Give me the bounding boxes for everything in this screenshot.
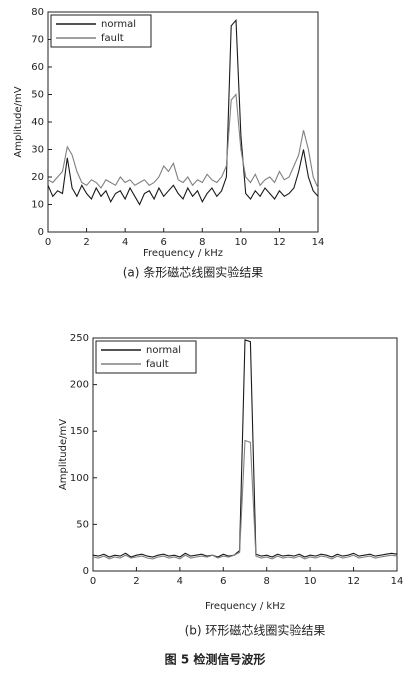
legend-label: fault xyxy=(146,359,169,370)
series-line xyxy=(92,339,398,558)
y-tick-label: 150 xyxy=(70,426,89,437)
x-tick-label: 12 xyxy=(347,576,360,587)
x-tick-label: 4 xyxy=(122,237,128,248)
legend-box xyxy=(95,340,197,374)
x-tick-label: 0 xyxy=(90,576,96,587)
y-tick-label: 30 xyxy=(31,145,44,156)
y-tick-label: 100 xyxy=(70,473,89,484)
x-tick-label: 6 xyxy=(220,576,226,587)
legend-label: normal xyxy=(146,345,181,356)
x-tick-label: 2 xyxy=(133,576,139,587)
x-tick-label: 10 xyxy=(234,237,247,248)
y-axis-label: Amplitude/mV xyxy=(13,86,24,157)
legend-label: fault xyxy=(101,33,124,44)
plot-frame xyxy=(92,337,398,572)
y-tick-label: 0 xyxy=(38,227,44,238)
x-tick-label: 6 xyxy=(161,237,167,248)
x-tick-label: 0 xyxy=(45,237,51,248)
y-tick-label: 50 xyxy=(31,90,44,101)
series-line xyxy=(92,439,398,560)
x-axis-label: Frequency / kHz xyxy=(143,248,223,259)
y-tick-label: 40 xyxy=(31,117,44,128)
x-tick-label: 8 xyxy=(264,576,270,587)
x-tick-label: 14 xyxy=(391,576,404,587)
x-tick-label: 14 xyxy=(312,237,325,248)
legend-label: normal xyxy=(101,19,136,30)
y-tick-label: 10 xyxy=(31,200,44,211)
y-axis-label: Amplitude/mV xyxy=(58,419,69,490)
y-tick-label: 60 xyxy=(31,62,44,73)
x-tick-label: 10 xyxy=(304,576,317,587)
y-tick-label: 80 xyxy=(31,7,44,18)
x-axis-label: Frequency / kHz xyxy=(205,601,285,612)
chart-caption: (a) 条形磁芯线圈实验结果 xyxy=(123,265,264,280)
series-line xyxy=(47,93,319,189)
y-tick-label: 50 xyxy=(76,519,89,530)
x-tick-label: 12 xyxy=(273,237,286,248)
y-tick-label: 250 xyxy=(70,333,89,344)
series-line xyxy=(47,18,319,206)
y-tick-label: 20 xyxy=(31,172,44,183)
chart-caption: (b) 环形磁芯线圈实验结果 xyxy=(185,623,326,638)
x-tick-label: 4 xyxy=(177,576,183,587)
figure-caption: 图 5 检测信号波形 xyxy=(165,652,266,667)
y-tick-label: 70 xyxy=(31,35,44,46)
legend-box xyxy=(50,14,152,48)
x-tick-label: 8 xyxy=(199,237,205,248)
y-tick-label: 0 xyxy=(83,566,89,577)
x-tick-label: 2 xyxy=(83,237,89,248)
y-tick-label: 200 xyxy=(70,380,89,391)
